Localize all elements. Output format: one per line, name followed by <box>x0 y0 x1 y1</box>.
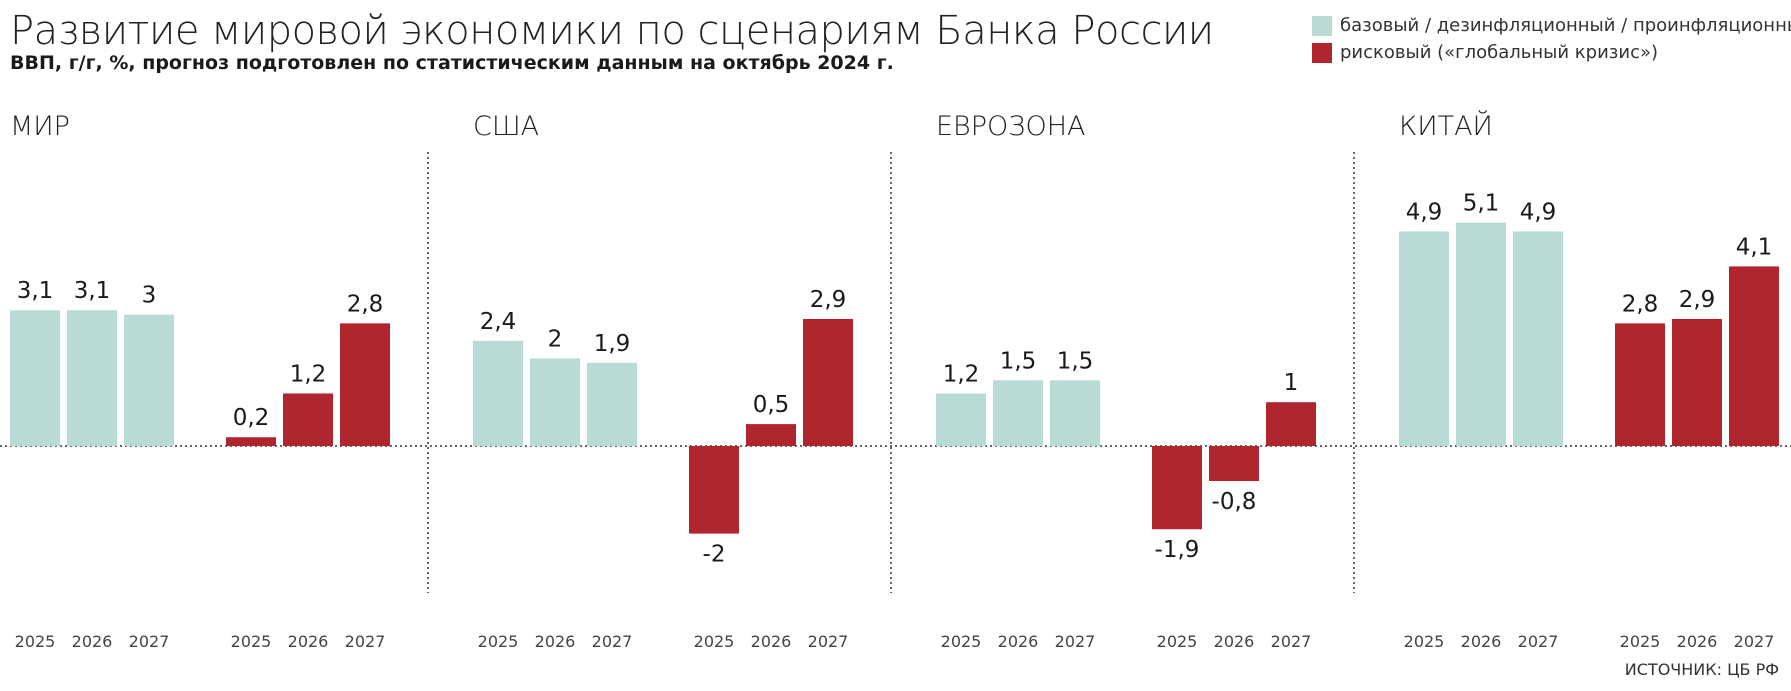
data-label: 4,9 <box>1520 199 1557 225</box>
bar <box>1399 231 1449 446</box>
tick-label: 2026 <box>998 632 1039 651</box>
tick-label: 2027 <box>129 632 170 651</box>
source-note: ИСТОЧНИК: ЦБ РФ <box>1624 660 1779 679</box>
data-label: -2 <box>703 542 726 568</box>
bar <box>10 310 60 446</box>
tick-label: 2025 <box>694 632 735 651</box>
bar <box>803 318 853 446</box>
data-label: 3 <box>142 283 157 309</box>
bar <box>689 446 739 534</box>
data-label: 0,5 <box>753 392 790 418</box>
data-label: 1,2 <box>290 361 327 387</box>
legend-item-risk: рисковый («глобальный кризис») <box>1312 39 1791 66</box>
bar <box>993 380 1043 446</box>
bar <box>1729 266 1779 446</box>
data-label: -0,8 <box>1212 489 1257 515</box>
panel-1: США 2,4 2025 2 2026 1,9 2027 -2 2025 0,5 2026 2,9 20… <box>427 111 853 651</box>
tick-label: 2027 <box>592 632 633 651</box>
legend-label-base: базовый / дезинфляционный / проинфляцион… <box>1340 15 1791 36</box>
data-label: 3,1 <box>74 278 111 304</box>
bar <box>340 323 390 446</box>
tick-label: 2026 <box>288 632 329 651</box>
bar <box>1209 446 1259 482</box>
tick-label: 2025 <box>1404 632 1445 651</box>
data-label: 5,1 <box>1463 191 1500 217</box>
tick-label: 2025 <box>478 632 519 651</box>
tick-label: 2027 <box>1055 632 1096 651</box>
data-label: 1,5 <box>1000 348 1037 374</box>
legend-label-risk: рисковый («глобальный кризис») <box>1340 42 1658 63</box>
tick-label: 2026 <box>72 632 113 651</box>
legend-swatch-risk <box>1312 42 1332 63</box>
bar <box>1266 402 1316 446</box>
data-label: 2 <box>548 326 563 352</box>
panel-2: ЕВРОЗОНА 1,2 2025 1,5 2026 1,5 2027 -1,9 2025 -0,… <box>890 111 1316 651</box>
data-label: 2,8 <box>347 291 384 317</box>
data-label: 1,9 <box>594 331 631 357</box>
chart-title: Развитие мировой экономики по сценариям … <box>10 8 1214 54</box>
tick-label: 2026 <box>1677 632 1718 651</box>
data-label: 4,9 <box>1406 199 1443 225</box>
bar <box>1456 222 1506 446</box>
tick-label: 2027 <box>1734 632 1775 651</box>
data-label: 2,9 <box>810 287 847 313</box>
data-label: -1,9 <box>1155 537 1200 563</box>
tick-label: 2027 <box>808 632 849 651</box>
bar <box>473 340 523 446</box>
panel-title: МИР <box>10 111 70 142</box>
data-label: 4,1 <box>1736 234 1773 260</box>
bar <box>1152 446 1202 530</box>
tick-label: 2025 <box>941 632 982 651</box>
tick-label: 2026 <box>535 632 576 651</box>
panel-3: КИТАЙ 4,9 2025 5,1 2026 4,9 2027 2,8 2025 2,9 2026… <box>1353 110 1779 651</box>
bar <box>587 362 637 446</box>
legend-item-base: базовый / дезинфляционный / проинфляцион… <box>1312 12 1791 39</box>
data-label: 2,9 <box>1679 287 1716 313</box>
chart-subtitle: ВВП, г/г, %, прогноз подготовлен по стат… <box>10 52 894 74</box>
panel-title: КИТАЙ <box>1399 110 1493 142</box>
panel-0: МИР 3,1 2025 3,1 2026 3 2027 0,2 2025 1,2 2026 2,8 2… <box>10 111 390 651</box>
data-label: 1,2 <box>943 361 980 387</box>
legend-swatch-base <box>1312 15 1332 36</box>
data-label: 1 <box>1284 370 1299 396</box>
tick-label: 2025 <box>231 632 272 651</box>
tick-label: 2026 <box>751 632 792 651</box>
legend: базовый / дезинфляционный / проинфляцион… <box>1312 12 1791 66</box>
tick-label: 2027 <box>1271 632 1312 651</box>
tick-label: 2026 <box>1214 632 1255 651</box>
bar <box>1672 318 1722 446</box>
tick-label: 2027 <box>1518 632 1559 651</box>
tick-label: 2027 <box>345 632 386 651</box>
tick-label: 2025 <box>1157 632 1198 651</box>
bar <box>1050 380 1100 446</box>
data-label: 3,1 <box>17 278 54 304</box>
data-label: 1,5 <box>1057 348 1094 374</box>
bar <box>67 310 117 446</box>
data-label: 0,2 <box>233 405 270 431</box>
bar <box>1615 323 1665 446</box>
bar <box>1513 231 1563 446</box>
bar <box>746 424 796 446</box>
tick-label: 2026 <box>1461 632 1502 651</box>
data-label: 2,8 <box>1622 291 1659 317</box>
tick-label: 2025 <box>1620 632 1661 651</box>
panel-title: США <box>473 111 539 142</box>
tick-label: 2025 <box>15 632 56 651</box>
bar <box>226 437 276 446</box>
bar <box>936 393 986 446</box>
data-label: 2,4 <box>480 309 517 335</box>
bar <box>124 314 174 446</box>
panel-title: ЕВРОЗОНА <box>936 111 1085 142</box>
bar <box>530 358 580 446</box>
bar <box>283 393 333 446</box>
